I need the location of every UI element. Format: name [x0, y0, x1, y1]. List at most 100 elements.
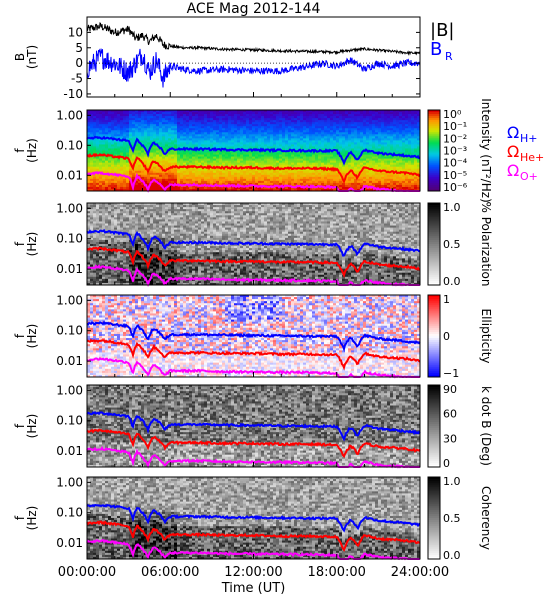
heatmap-cell [240, 112, 244, 115]
heatmap-cell [135, 170, 139, 174]
heatmap-cell [384, 130, 388, 133]
heatmap-cell [117, 110, 121, 113]
heatmap-cell [297, 114, 301, 117]
heatmap-cell [198, 134, 202, 137]
heatmap-cell [228, 122, 232, 125]
heatmap-cell [90, 156, 94, 159]
heatmap-cell [189, 138, 193, 141]
heatmap-cell [231, 154, 235, 157]
heatmap-cell [231, 182, 235, 186]
heatmap-cell [117, 146, 121, 149]
heatmap-cell [189, 126, 193, 129]
heatmap-cell [369, 120, 373, 123]
heatmap-cell [270, 128, 274, 131]
heatmap-cell [297, 162, 301, 166]
heatmap-cell [285, 154, 289, 157]
heatmap-cell [246, 114, 250, 117]
heatmap-cell [171, 118, 175, 121]
heatmap-cell [282, 136, 286, 139]
heatmap-cell [183, 144, 187, 147]
heatmap-cell [228, 180, 232, 184]
heatmap-cell [354, 180, 358, 184]
heatmap-cell [285, 186, 289, 190]
heatmap-cell [300, 170, 304, 174]
heatmap-cell [213, 144, 217, 147]
heatmap-cell [351, 158, 355, 162]
heatmap-cell [300, 168, 304, 172]
heatmap-cell [360, 130, 364, 133]
heatmap-cell [276, 128, 280, 131]
heatmap-cell [186, 184, 190, 188]
heatmap-cell [159, 170, 163, 174]
heatmap-cell [210, 122, 214, 125]
heatmap-cell [369, 172, 373, 176]
heatmap-cell [138, 180, 142, 184]
heatmap-cell [297, 134, 301, 137]
heatmap-cell [90, 144, 94, 147]
heatmap-cell [174, 178, 178, 182]
heatmap-cell [333, 138, 337, 141]
heatmap-cell [213, 176, 217, 180]
heatmap-cell [102, 110, 106, 113]
heatmap-cell [273, 124, 277, 127]
heatmap-cell [186, 186, 190, 190]
heatmap-cell [216, 156, 220, 159]
heatmap-cell [369, 112, 373, 115]
heatmap-cell [108, 110, 112, 113]
heatmap-cell [267, 154, 271, 157]
heatmap-cell [153, 176, 157, 180]
heatmap-cell [171, 150, 175, 153]
heatmap-cell [363, 144, 367, 147]
heatmap-cell [120, 114, 124, 117]
heatmap-cell [165, 132, 169, 135]
heatmap-cell [183, 188, 187, 192]
heatmap-cell [255, 140, 259, 143]
heatmap-cell [303, 114, 307, 117]
heatmap-cell [222, 126, 226, 129]
heatmap-cell [360, 158, 364, 162]
heatmap-cell [231, 114, 235, 117]
heatmap-cell [234, 118, 238, 121]
heatmap-cell [144, 110, 148, 113]
heatmap-cell [120, 144, 124, 147]
heatmap-cell [348, 142, 352, 145]
heatmap-cell [159, 154, 163, 157]
heatmap-cell [228, 158, 232, 162]
heatmap-cell [213, 130, 217, 133]
heatmap-cell [201, 168, 205, 172]
heatmap-cell [114, 142, 118, 145]
heatmap-cell [102, 148, 106, 151]
heatmap-cell [96, 168, 100, 172]
heatmap-cell [267, 168, 271, 172]
heatmap-cell [87, 112, 91, 115]
heatmap-cell [150, 150, 154, 153]
heatmap-cell [246, 112, 250, 115]
heatmap-cell [327, 136, 331, 139]
heatmap-cell [108, 146, 112, 149]
heatmap-cell [330, 158, 334, 162]
heatmap-cell [210, 116, 214, 119]
heatmap-cell [300, 124, 304, 127]
heatmap-cell [330, 142, 334, 145]
heatmap-cell [294, 140, 298, 143]
heatmap-cell [297, 112, 301, 115]
heatmap-cell [348, 178, 352, 182]
heatmap-cell [156, 174, 160, 178]
heatmap-cell [174, 170, 178, 174]
heatmap-cell [330, 138, 334, 141]
heatmap-cell [336, 128, 340, 131]
heatmap-cell [267, 138, 271, 141]
heatmap-cell [165, 140, 169, 143]
heatmap-cell [219, 126, 223, 129]
heatmap-cell [240, 138, 244, 141]
heatmap-cell [234, 144, 238, 147]
heatmap-cell [192, 156, 196, 159]
heatmap-cell [228, 142, 232, 145]
heatmap-cell [333, 146, 337, 149]
heatmap-cell [159, 178, 163, 182]
heatmap-cell [381, 134, 385, 137]
heatmap-cell [219, 122, 223, 125]
heatmap-cell [315, 158, 319, 162]
heatmap-cell [339, 152, 343, 155]
heatmap-cell [288, 132, 292, 135]
